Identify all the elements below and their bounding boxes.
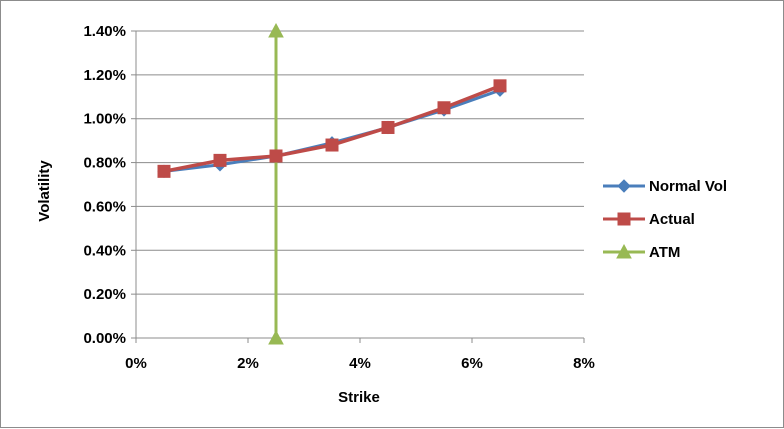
y-axis-title: Volatility bbox=[36, 160, 53, 222]
axis-layer bbox=[131, 30, 585, 343]
legend-label-atm: ATM bbox=[649, 244, 680, 261]
legend-marker-actual bbox=[617, 212, 631, 226]
y-tick-label: 0.40% bbox=[83, 242, 126, 259]
legend-item-atm: ATM bbox=[603, 243, 680, 261]
x-axis-title: Strike bbox=[338, 389, 380, 406]
y-tick-label: 0.20% bbox=[83, 286, 126, 303]
y-tick-label: 0.80% bbox=[83, 155, 126, 172]
data-point-actual bbox=[381, 120, 395, 134]
legend-item-actual: Actual bbox=[603, 211, 695, 228]
legend-marker-atm bbox=[616, 243, 632, 259]
series-atm bbox=[268, 22, 284, 345]
x-tick-label: 0% bbox=[125, 355, 147, 372]
data-point-actual bbox=[157, 164, 171, 178]
series-layer bbox=[157, 22, 507, 345]
data-point-actual bbox=[493, 79, 507, 93]
series-actual bbox=[157, 79, 507, 178]
legend-label-normal-vol: Normal Vol bbox=[649, 178, 727, 195]
data-point-actual bbox=[437, 101, 451, 115]
legend-label-actual: Actual bbox=[649, 211, 695, 228]
data-point-atm bbox=[268, 329, 284, 345]
y-tick-label: 0.60% bbox=[83, 198, 126, 215]
y-tick-label: 1.20% bbox=[83, 67, 126, 84]
data-point-actual bbox=[325, 138, 339, 152]
x-tick-label: 6% bbox=[461, 355, 483, 372]
legend: Normal Vol Actual ATM bbox=[603, 178, 727, 261]
y-tick-label: 1.00% bbox=[83, 111, 126, 128]
x-tick-label: 8% bbox=[573, 355, 595, 372]
x-tick-label: 4% bbox=[349, 355, 371, 372]
x-tick-label: 2% bbox=[237, 355, 259, 372]
y-tick-label: 0.00% bbox=[83, 330, 126, 347]
tick-labels: 0.00% 0.20% 0.40% 0.60% 0.80% 1.00% 1.20% 1.40%… bbox=[83, 23, 594, 372]
data-point-actual bbox=[269, 149, 283, 163]
data-point-atm bbox=[268, 22, 284, 38]
y-tick-label: 1.40% bbox=[83, 23, 126, 40]
legend-item-normal-vol: Normal Vol bbox=[603, 178, 727, 195]
legend-marker-normal-vol bbox=[617, 179, 631, 193]
data-point-actual bbox=[213, 153, 227, 167]
